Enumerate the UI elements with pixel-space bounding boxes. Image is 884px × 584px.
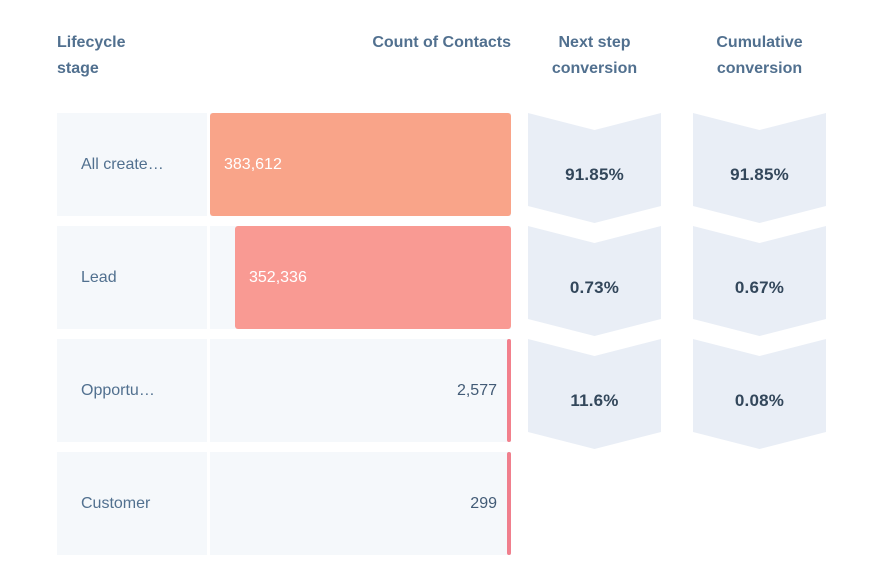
funnel-bar[interactable]	[507, 452, 511, 555]
conversion-value: 91.85%	[730, 165, 789, 184]
column-header-cumulative-conversion: Cumulative conversion	[693, 30, 826, 82]
conversion-value: 11.6%	[570, 391, 619, 410]
next-step-conversion-chevron: 0.73%	[528, 226, 661, 336]
bar-value-label: 2,577	[456, 381, 497, 399]
bar-track: 352,336	[210, 226, 511, 329]
stage-label: Customer	[81, 494, 151, 512]
stage-label-cell: Customer	[57, 452, 207, 555]
next-step-conversion-chevron: 11.6%	[528, 339, 661, 449]
stage-label: Lead	[81, 268, 117, 286]
bar-value-label: 383,612	[224, 155, 282, 173]
column-header-next-step-conversion: Next step conversion	[528, 30, 661, 82]
stage-label-cell: Lead	[57, 226, 207, 329]
bar-track: 299	[210, 452, 511, 555]
header-line: conversion	[716, 60, 803, 77]
conversion-value: 91.85%	[565, 165, 624, 184]
conversion-value: 0.08%	[734, 391, 785, 410]
bar-track: 2,577	[210, 339, 511, 442]
stage-label-cell: Opportu…	[57, 339, 207, 442]
conversion-value: 0.73%	[569, 278, 620, 297]
cumulative-conversion-chevron: 0.08%	[693, 339, 826, 449]
bar-value-label: 299	[470, 494, 497, 512]
bar-track: 383,612	[210, 113, 511, 216]
cumulative-conversion-chevron: 91.85%	[693, 113, 826, 223]
funnel-bar[interactable]: 383,612	[210, 113, 511, 216]
conversion-value: 0.67%	[734, 278, 785, 297]
header-line: Next step	[558, 34, 631, 51]
stage-label: Opportu…	[81, 381, 155, 399]
cumulative-conversion-chevron: 0.67%	[693, 226, 826, 336]
header-line: Lifecycle	[57, 34, 126, 51]
header-line: stage	[57, 60, 99, 77]
funnel-bar[interactable]: 352,336	[235, 226, 511, 329]
bar-value-label: 352,336	[249, 268, 307, 286]
header-line: Cumulative	[716, 34, 803, 51]
header-line: conversion	[551, 60, 638, 77]
next-step-conversion-chevron: 91.85%	[528, 113, 661, 223]
column-header-count-of-contacts: Count of Contacts	[372, 34, 511, 51]
column-header-lifecycle-stage: Lifecycle stage	[57, 30, 207, 82]
stage-label-cell: All create…	[57, 113, 207, 216]
stage-label: All create…	[81, 155, 164, 173]
funnel-bar[interactable]	[507, 339, 511, 442]
